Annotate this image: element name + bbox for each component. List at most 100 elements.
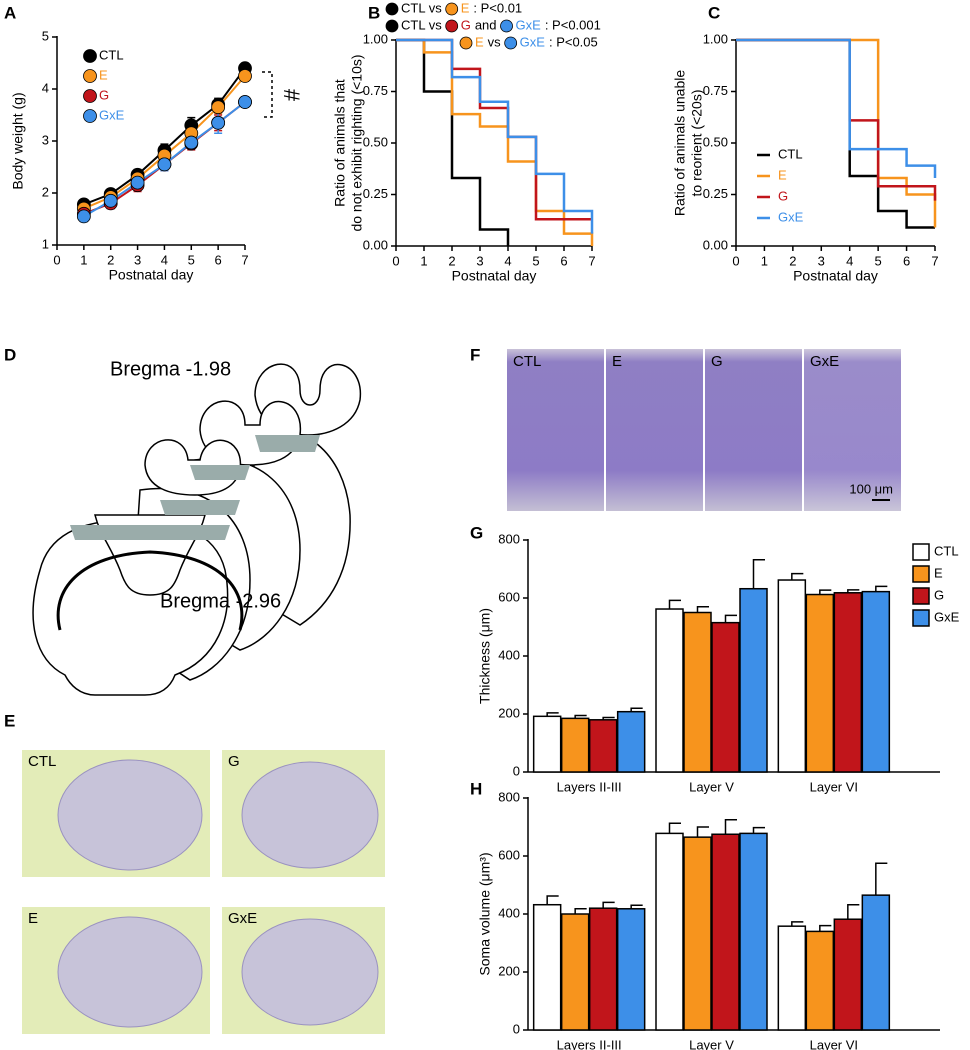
x-tick-label: 5 bbox=[188, 252, 195, 267]
x-tick-label: 2 bbox=[789, 253, 796, 268]
error-bar bbox=[574, 908, 587, 914]
legend-label: G bbox=[934, 587, 944, 602]
error-bar bbox=[668, 599, 681, 610]
y-tick-label: 0 bbox=[513, 1021, 520, 1036]
legend-marker bbox=[83, 109, 97, 123]
legend-swatch bbox=[912, 565, 930, 583]
point bbox=[238, 95, 252, 109]
step-line bbox=[396, 38, 594, 234]
y-tick-label: 3 bbox=[42, 132, 49, 147]
legend-text: : P<0.001 bbox=[545, 17, 601, 32]
y-axis-label: Ratio of animals unable bbox=[672, 70, 688, 217]
legend-text: GxE bbox=[520, 34, 546, 49]
y-axis-label: to reorient (<20s) bbox=[689, 90, 705, 197]
legend-marker bbox=[385, 19, 399, 33]
error-bar bbox=[875, 585, 888, 592]
bar bbox=[560, 913, 590, 1031]
legend-text: E bbox=[475, 34, 484, 49]
legend-marker bbox=[83, 89, 97, 103]
photo-label: CTL bbox=[28, 753, 56, 770]
photo-label: GxE bbox=[228, 910, 257, 927]
annotation: # bbox=[279, 89, 304, 102]
photo-label: CTL bbox=[513, 353, 541, 370]
legend-text: E bbox=[461, 0, 470, 15]
error-bar bbox=[546, 895, 559, 905]
bar bbox=[777, 925, 807, 1031]
bar bbox=[711, 621, 740, 773]
bar bbox=[532, 715, 562, 773]
bar bbox=[805, 593, 835, 773]
bar bbox=[588, 719, 618, 773]
x-tick-label: 1 bbox=[420, 253, 427, 268]
x-tick-label: 1 bbox=[761, 253, 768, 268]
bar bbox=[739, 832, 768, 1031]
y-tick-label: 200 bbox=[498, 963, 520, 978]
bar bbox=[560, 717, 590, 773]
bar bbox=[833, 592, 863, 773]
step-line bbox=[396, 38, 592, 221]
legend-label: GxE bbox=[99, 107, 125, 122]
x-tick-label: 3 bbox=[818, 253, 825, 268]
panel-letter: H bbox=[470, 779, 482, 798]
error-bar bbox=[847, 903, 860, 920]
legend-swatch bbox=[912, 543, 930, 561]
legend-label: GxE bbox=[778, 209, 804, 224]
x-tick-label: 6 bbox=[903, 253, 910, 268]
x-tick-label: Layer VI bbox=[810, 779, 858, 794]
photo-label: E bbox=[612, 353, 622, 370]
x-tick-label: 4 bbox=[161, 252, 168, 267]
step-line bbox=[736, 38, 937, 228]
legend-text: : P<0.01 bbox=[473, 0, 522, 15]
y-axis-label: do not exhibit righting (<10s) bbox=[349, 54, 365, 231]
bar bbox=[588, 907, 618, 1031]
bregma-label: Bregma -2.96 bbox=[160, 590, 281, 612]
y-tick-label: 0.75 bbox=[703, 83, 728, 98]
error-bar bbox=[630, 904, 643, 909]
bar bbox=[711, 833, 740, 1031]
legend-text: G bbox=[461, 17, 471, 32]
x-tick-label: 7 bbox=[588, 253, 595, 268]
error-bar bbox=[724, 614, 737, 623]
bar bbox=[683, 836, 712, 1031]
x-tick-label: 1 bbox=[80, 252, 87, 267]
bar bbox=[805, 930, 835, 1031]
x-tick-label: Layer V bbox=[689, 779, 734, 794]
x-tick-label: 4 bbox=[504, 253, 511, 268]
legend-label: CTL bbox=[778, 146, 803, 161]
panel-letter: D bbox=[4, 345, 16, 364]
point bbox=[238, 69, 252, 83]
legend-text: vs bbox=[488, 34, 502, 49]
brain-sections bbox=[32, 363, 362, 696]
error-bar bbox=[875, 862, 888, 896]
legend-text: CTL vs bbox=[401, 17, 442, 32]
x-tick-label: 3 bbox=[476, 253, 483, 268]
x-tick-label: 3 bbox=[134, 252, 141, 267]
legend-label: GxE bbox=[934, 609, 960, 624]
y-tick-label: 0.50 bbox=[703, 134, 728, 149]
photo-label: G bbox=[711, 353, 723, 370]
x-tick-label: Layers II-III bbox=[557, 779, 622, 794]
bar bbox=[532, 903, 562, 1031]
y-axis-label: Thickness (μm) bbox=[477, 608, 493, 704]
step-line bbox=[396, 38, 510, 246]
bar bbox=[655, 832, 684, 1031]
legend-label: G bbox=[99, 87, 109, 102]
y-tick-label: 800 bbox=[498, 789, 520, 804]
x-tick-label: 6 bbox=[560, 253, 567, 268]
error-bar bbox=[602, 716, 615, 720]
x-axis-label: Postnatal day bbox=[793, 268, 878, 284]
x-tick-label: 0 bbox=[732, 253, 739, 268]
y-tick-label: 0.00 bbox=[703, 237, 728, 252]
error-bar bbox=[847, 589, 860, 593]
legend-text: and bbox=[475, 17, 497, 32]
y-tick-label: 400 bbox=[498, 647, 520, 662]
legend-swatch bbox=[912, 587, 930, 605]
bar bbox=[861, 894, 891, 1031]
y-tick-label: 4 bbox=[42, 80, 49, 95]
y-tick-label: 0.50 bbox=[363, 134, 388, 149]
y-axis-label: Body weight (g) bbox=[10, 92, 26, 189]
bar bbox=[655, 608, 684, 773]
y-tick-label: 400 bbox=[498, 905, 520, 920]
y-tick-label: 800 bbox=[498, 531, 520, 546]
x-tick-label: 6 bbox=[215, 252, 222, 267]
